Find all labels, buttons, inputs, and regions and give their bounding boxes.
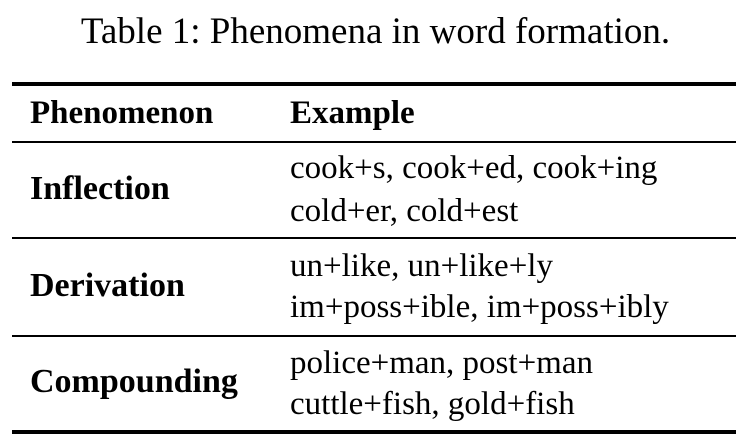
header-rule: [12, 141, 736, 143]
row-label-inflection: Inflection: [30, 170, 170, 207]
row-label-compounding: Compounding: [30, 363, 238, 400]
example-line: cold+er, cold+est: [290, 193, 519, 229]
example-line: cuttle+fish, gold+fish: [290, 386, 575, 422]
example-line: un+like, un+like+ly: [290, 248, 553, 284]
header-example: Example: [290, 95, 415, 131]
table-caption: Table 1: Phenomena in word formation.: [80, 11, 671, 52]
header-phenomenon: Phenomenon: [30, 95, 214, 131]
row-label-derivation: Derivation: [30, 267, 185, 304]
bottom-rule: [12, 430, 736, 434]
row-rule: [12, 335, 736, 337]
top-rule: [12, 82, 736, 86]
row-rule: [12, 237, 736, 239]
example-line: im+poss+ible, im+poss+ibly: [290, 289, 669, 325]
example-line: cook+s, cook+ed, cook+ing: [290, 150, 658, 186]
example-line: police+man, post+man: [290, 345, 593, 381]
